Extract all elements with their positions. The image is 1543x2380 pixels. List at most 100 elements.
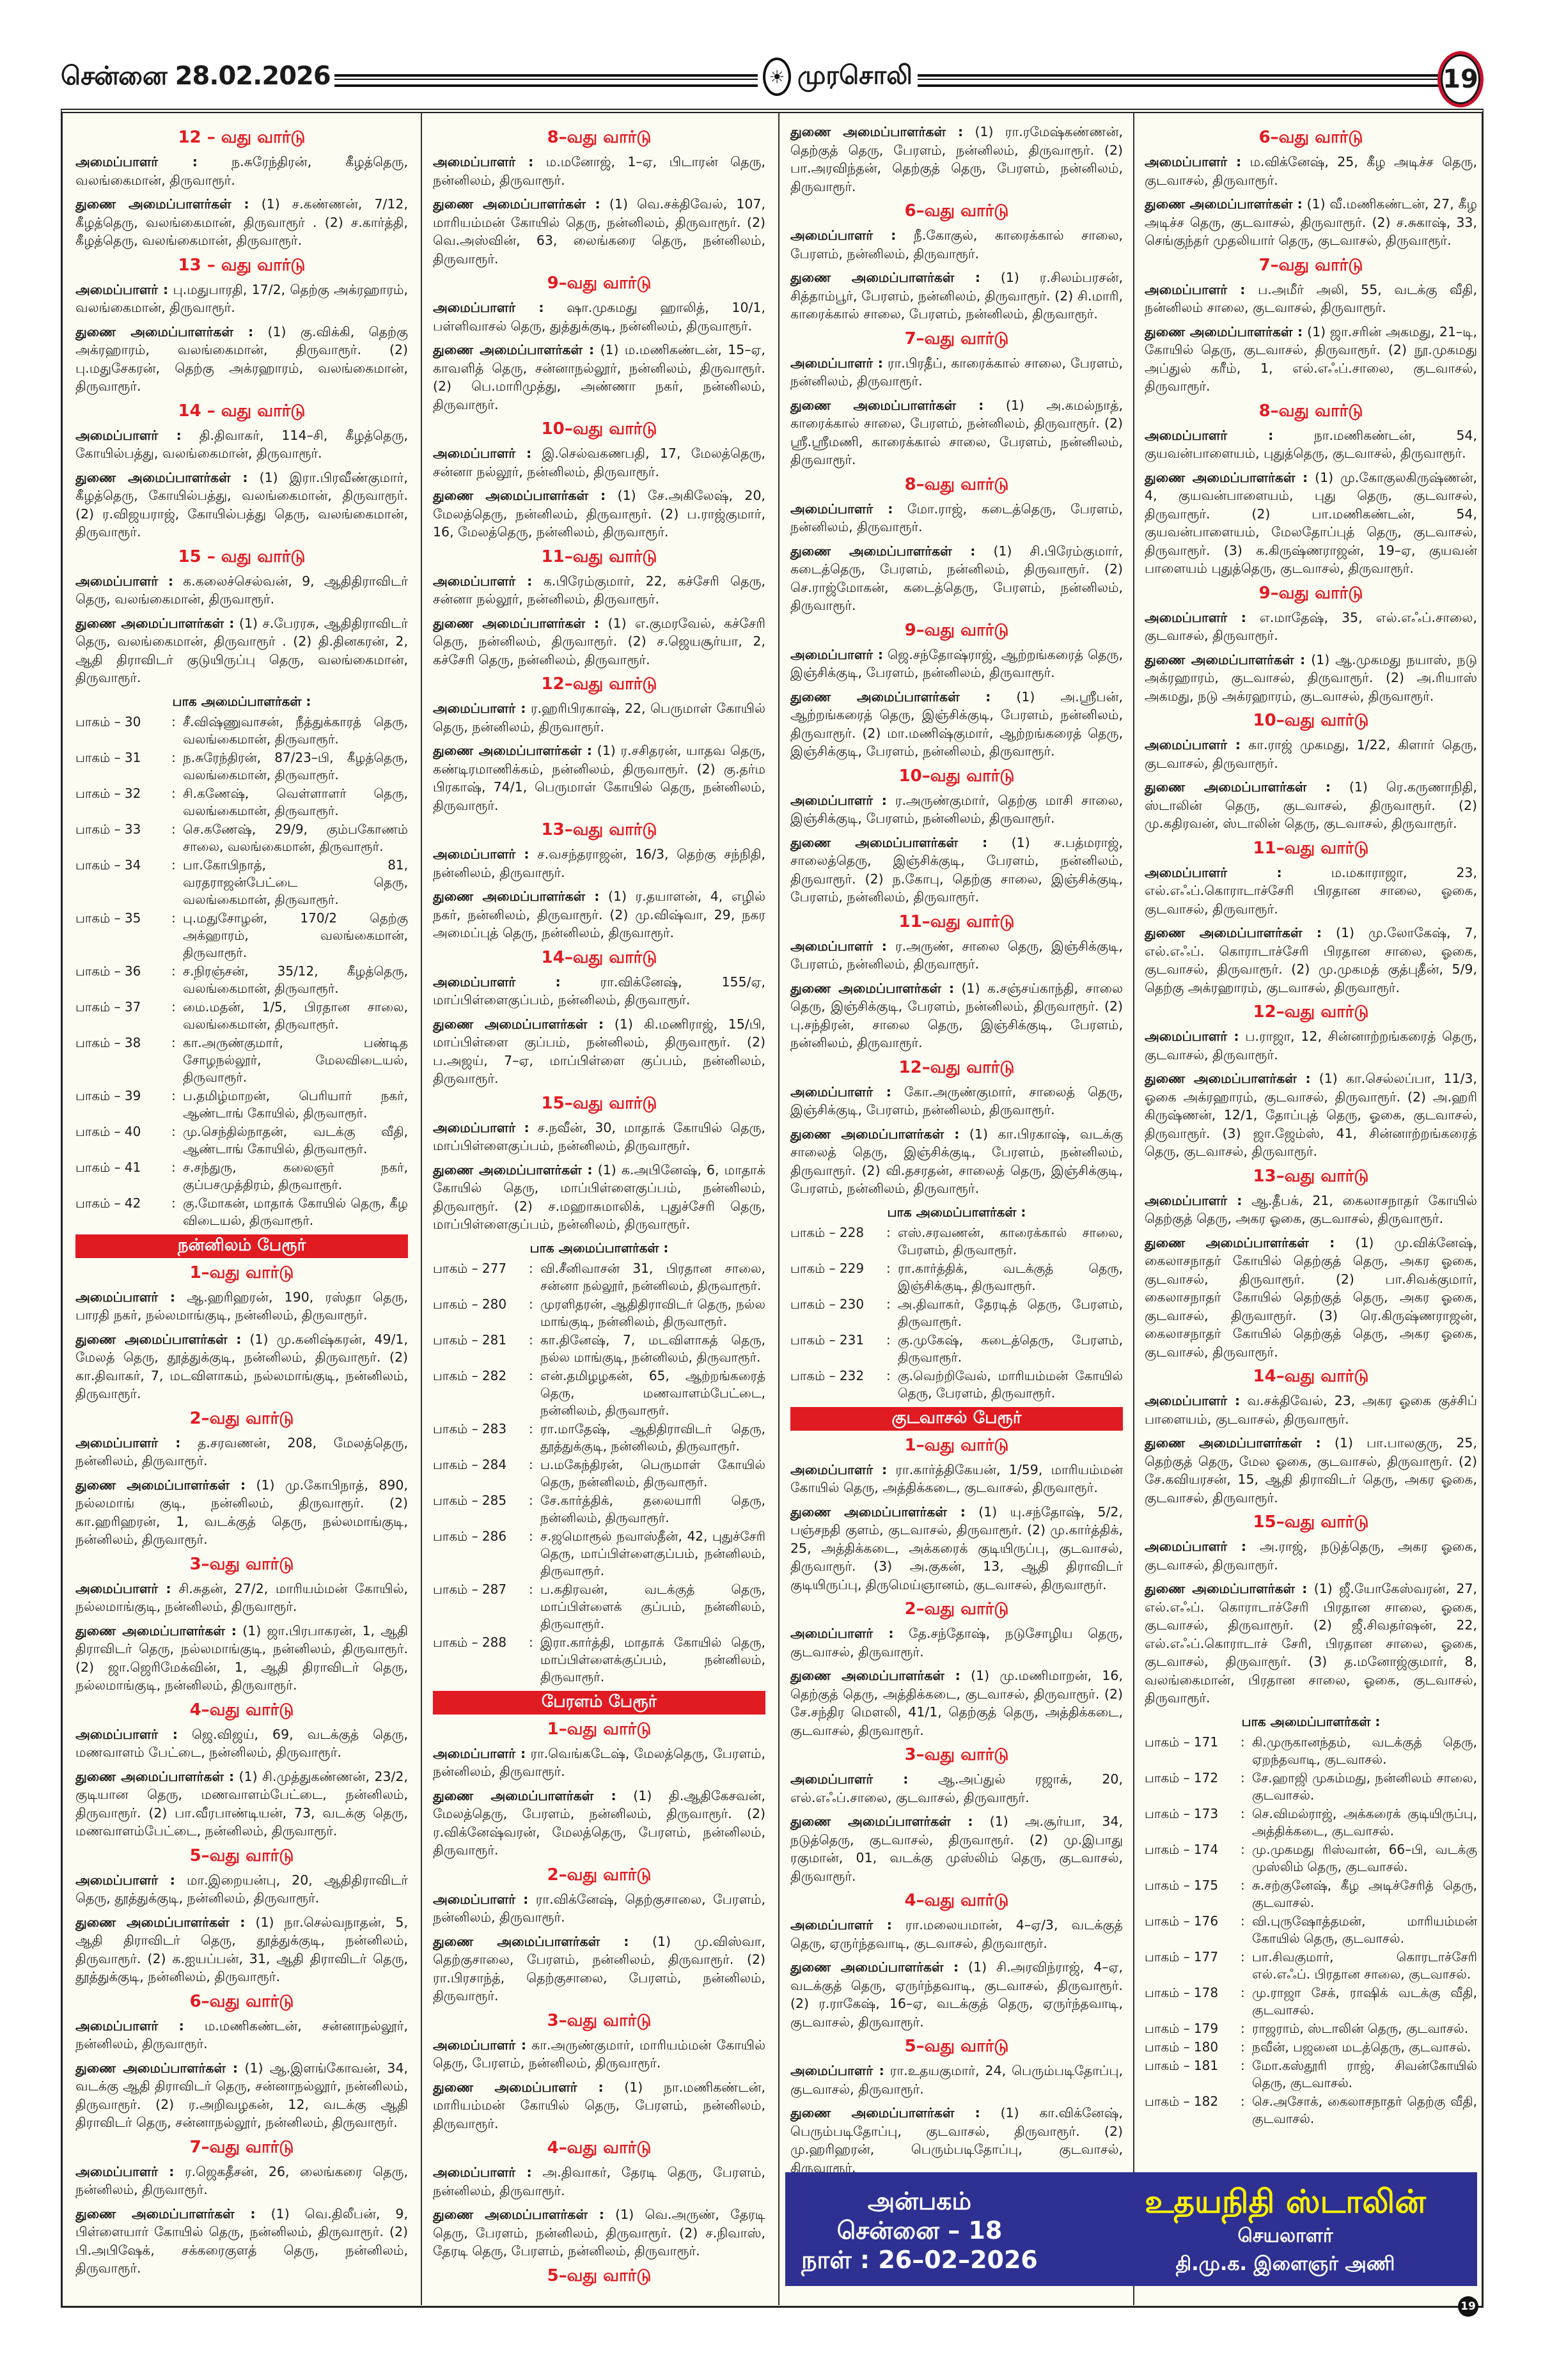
booth-number: பாகம் – 39 xyxy=(75,1087,141,1103)
booth-number: பாகம் – 287 xyxy=(433,1581,507,1597)
person-details: (1) கா.விக்னேஷ், பெரும்படிதோப்பு, குடவாச… xyxy=(790,2105,1123,2175)
ward-heading: 10–வது வார்டு xyxy=(1253,711,1369,730)
separator: : xyxy=(886,1224,891,1240)
page-number-badge: 19 xyxy=(1437,51,1484,107)
role-label: துணை அமைப்பாளர்கள் : xyxy=(75,2205,256,2221)
role-label: துணை அமைப்பாளர்கள் : xyxy=(1145,469,1308,485)
booth-number: பாகம் – 286 xyxy=(433,1528,507,1544)
ward-heading: 13–வது வார்டு xyxy=(541,820,657,839)
person-details: ர.ஜெகதீசன், 26, லைங்கரை தெரு, நன்னிலம், … xyxy=(75,2163,408,2198)
person-details: தி.திவாகர், 114–சி, கீழத்தெரு, கோயில்பத்… xyxy=(75,427,408,462)
office-bearer-entry: துணை அமைப்பாளர்கள் : (1) இரா.பிரவீண்குமா… xyxy=(75,469,408,541)
ward-heading: 7–வது வார்டு xyxy=(1258,255,1363,275)
separator: : xyxy=(529,1332,533,1348)
role-label: துணை அமைப்பாளர்கள் : xyxy=(790,1959,959,1975)
booth-organiser: கா.அருண்குமார், பண்டித சோழநல்லூர், மேலவி… xyxy=(183,1034,408,1085)
office-bearer-entry: அமைப்பாளர் : ச.வசந்தராஜன், 16/3, தெற்கு … xyxy=(433,845,765,882)
person-details: (1) மு.கோகுலகிருஷ்ணன், 4, குயவன்பாளையம்,… xyxy=(1145,469,1477,577)
column-1: 12 – வது வார்டு அமைப்பாளர் : ந.சுரேந்திரன… xyxy=(75,123,408,2290)
person-details: ந.சுரேந்திரன், கீழத்தெரு, வலங்கைமான், தி… xyxy=(75,154,408,188)
ward-heading: 14–வது வார்டு xyxy=(541,947,657,967)
person-details: கோ.அருண்குமார், சாலைத் தெரு, இஞ்சிக்குடி… xyxy=(790,1084,1123,1118)
office-bearer-entry: துணை அமைப்பாளர்கள் : (1) ரெ.கருணாநிதி, ஸ… xyxy=(1145,778,1477,833)
office-bearer-entry: அமைப்பாளர் : ம.மனோஜ், 1–ஏ, பிடாரன் தெரு,… xyxy=(433,153,765,189)
person-details: ம.விக்னேஷ், 25, கீழ அடிச்ச தெரு, குடவாசல… xyxy=(1145,154,1477,188)
role-label: துணை அமைப்பாளர்கள் : xyxy=(433,743,592,758)
booth-row: பாகம் – 36: ச.நிரஞ்சன், 35/12, கீழத்தெரு,… xyxy=(75,963,408,997)
ad-line: சென்னை – 18 xyxy=(836,2216,1003,2244)
ward-heading: 12–வது வார்டு xyxy=(541,674,657,694)
role-label: அமைப்பாளர் : xyxy=(433,154,534,169)
separator: : xyxy=(529,1367,533,1383)
role-label: துணை அமைப்பாளர்கள் : xyxy=(790,124,964,139)
office-bearer-entry: அமைப்பாளர் : ரா.உதயகுமார், 24, பெரும்படி… xyxy=(790,2062,1123,2098)
person-details: (1) ரா.ரமேஷ்கண்ணன், தெற்குத் தெரு, பேரளம… xyxy=(790,124,1123,194)
separator: : xyxy=(886,1296,891,1312)
booth-organiser: மோ.கஸ்தூரி ராஜ், சிவன்கோயில் தெரு, குடவா… xyxy=(1252,2057,1477,2090)
office-bearer-entry: துணை அமைப்பாளர்கள் : (1) அ.கமல்நாத், கார… xyxy=(790,396,1123,469)
person-details: (1) மு.லோகேஷ், 7, எல்.எஃப். கொராடாச்சேரி… xyxy=(1145,925,1477,995)
person-details: (1) இரா.பிரவீண்குமார், கீழத்தெரு, கோயில்… xyxy=(75,469,408,540)
booth-organiser: ப.கதிரவன், வடக்குத் தெரு, மாப்பிள்ளைக் க… xyxy=(540,1581,765,1631)
office-bearer-entry: துணை அமைப்பாளர்கள் : (1) கி.மணிராஜ், 15/… xyxy=(433,1015,765,1088)
role-label: அமைப்பாளர் : xyxy=(75,1872,175,1888)
ad-title: செயலாளர் xyxy=(1237,2225,1333,2247)
office-bearer-entry: துணை அமைப்பாளர்கள் : (1) ர.சசிதரன், யாதவ… xyxy=(433,742,765,814)
person-details: (1) மு.விக்னேஷ், கைலாசநாதர் கோயில் தெற்க… xyxy=(1145,1234,1477,1360)
office-bearer-entry: அமைப்பாளர் : வ.சக்திவேல், 23, அகர ஓகை கு… xyxy=(1145,1392,1477,1428)
role-label: துணை அமைப்பாளர்கள் : xyxy=(75,323,254,339)
person-details: ரா.உதயகுமார், 24, பெரும்படிதோப்பு, குடவா… xyxy=(790,2063,1123,2097)
ward-heading: 9–வது வார்டு xyxy=(547,274,652,293)
office-bearer-entry: துணை அமைப்பாளர்கள் : (1) ச.கண்ணன், 7/12,… xyxy=(75,195,408,250)
office-bearer-entry: துணை அமைப்பாளர்கள் : (1) ஜீ.யோகேஸ்வரன், … xyxy=(1145,1580,1477,1707)
separator: : xyxy=(171,1159,176,1175)
person-details: (1) ர.சசிதரன், யாதவ தெரு, கண்டிரமாணிக்கம… xyxy=(433,743,765,813)
ward-heading: 15 – வது வார்டு xyxy=(178,547,306,566)
booth-row: பாகம் – 178: மு.ராஜா சேக், ராஷிக் வடக்கு … xyxy=(1145,1984,1477,2019)
person-details: அ.திவாகர், தேரடி தெரு, பேரளம், நன்னிலம்,… xyxy=(433,2165,765,2198)
role-label: அமைப்பாளர் : xyxy=(75,1726,178,1742)
office-bearer-entry: அமைப்பாளர் : ம.மகாராஜா, 23, எல்.எஃப்.கொர… xyxy=(1145,864,1477,919)
role-label: அமைப்பாளர் : xyxy=(790,228,897,243)
person-details: நீ.கோகுல், காரைக்கால் சாலை, பேரளம், நன்ன… xyxy=(790,228,1123,261)
person-details: ஜெ.விஜய், 69, வடக்குத் தெரு, மணவாளம் பேட… xyxy=(75,1726,408,1761)
booth-row: பாகம் – 41: ச.சந்துரு, கலைஞர் நகர், குப்ப… xyxy=(75,1159,408,1194)
office-bearer-entry: துணை அமைப்பாளர்கள் : (1) பா.பாலகுரு, 25,… xyxy=(1145,1434,1477,1507)
person-details: (1) ச.பேரரசு, ஆதிதிராவிடர் தெரு, வலங்கைம… xyxy=(75,615,408,686)
separator: : xyxy=(171,1123,176,1139)
booth-organiser: ச.ஜமொரூல் நவாஸ்தீன், 42, புதுச்சேரி தெரு… xyxy=(540,1528,765,1578)
office-bearer-entry: துணை அமைப்பாளர்கள் : (1) சே.அகிலேஷ், 20,… xyxy=(433,486,765,541)
office-bearer-entry: துணை அமைப்பாளர்கள் : (1) சி.அரவிந்ராஜ், … xyxy=(790,1958,1123,2031)
column-divider xyxy=(1133,113,1134,2305)
ward-heading: 7–வது வார்டு xyxy=(904,329,1009,348)
office-bearer-entry: துணை அமைப்பாளர்கள் : (1) எ.குமரவேல், கச்… xyxy=(433,614,765,669)
office-bearer-entry: அமைப்பாளர் : மோ.ராஜ், கடைத்தெரு, பேரளம்,… xyxy=(790,500,1123,536)
booth-organiser: கி.முருகானந்தம், வடக்குத் தெரு, ஏறந்தவாட… xyxy=(1252,1734,1477,1767)
office-bearer-entry: துணை அமைப்பாளர்கள் : (1) வீ.மணிகண்டன், 2… xyxy=(1145,195,1477,250)
booth-number: பாகம் – 283 xyxy=(433,1420,507,1436)
person-details: (1) கு.விக்கி, தெற்கு அக்ரஹாரம், வலங்கைம… xyxy=(75,323,408,394)
separator: : xyxy=(171,785,176,801)
separator: : xyxy=(1241,1805,1245,1821)
edition-date: சென்னை 28.02.2026 xyxy=(61,61,334,94)
masthead: சென்னை 28.02.2026 ☀ முரசொலி 19 xyxy=(61,51,1484,107)
role-label: துணை அமைப்பாளர்கள் : xyxy=(75,1768,235,1784)
person-details: க.பிரேம்குமார், 22, கச்சேரி தெரு, சன்னா … xyxy=(433,573,765,607)
role-label: துணை அமைப்பாளர்கள் : xyxy=(1145,1234,1335,1250)
office-bearer-entry: அமைப்பாளர் : ர.ஹரிபிரகாஷ், 22, பெருமாள் … xyxy=(433,699,765,736)
booth-row: பாகம் – 283: ரா.மாதேஷ், ஆதிதிராவிடர் தெரு… xyxy=(433,1420,765,1455)
person-details: (1) ச.கண்ணன், 7/12, கீழத்தெரு, வலங்கைமான… xyxy=(75,196,408,248)
person-details: (1) ஆ.முகமது நயாஸ், நடு அக்ரஹாரம், குடவா… xyxy=(1145,651,1477,704)
separator: : xyxy=(1241,1948,1245,1964)
person-details: ப.அமீர் அலி, 55, வடக்கு வீதி, நன்னிலம் ச… xyxy=(1145,281,1477,316)
separator: : xyxy=(1241,2093,1245,2109)
booth-organiser: ப.மகேந்திரன், பெருமாள் கோயில் தெரு, நன்ன… xyxy=(540,1456,765,1489)
booth-number: பாகம் – 40 xyxy=(75,1123,141,1139)
office-bearer-entry: துணை அமைப்பாளர்கள் : (1) சி.முத்துகண்ணன்… xyxy=(75,1768,408,1840)
booth-organiser: வி.புருஷோத்தமன், மாரியம்மன் கோயில் தெரு,… xyxy=(1252,1913,1477,1946)
booth-row: பாகம் – 232: கு.வெற்றிவேல், மாரியம்மன் கோ… xyxy=(790,1367,1123,1402)
office-bearer-entry: துணை அமைப்பாளர்கள் : (1) மு.விக்னேஷ், கை… xyxy=(1145,1234,1477,1362)
person-details: (1) தி.ஆதிகேசவன், மேலத்தெரு, பேரளம், நன்… xyxy=(433,1787,765,1858)
office-bearer-entry: அமைப்பாளர் : ர.ஜெகதீசன், 26, லைங்கரை தெர… xyxy=(75,2163,408,2199)
role-label: அமைப்பாளர் : xyxy=(790,1917,892,1933)
